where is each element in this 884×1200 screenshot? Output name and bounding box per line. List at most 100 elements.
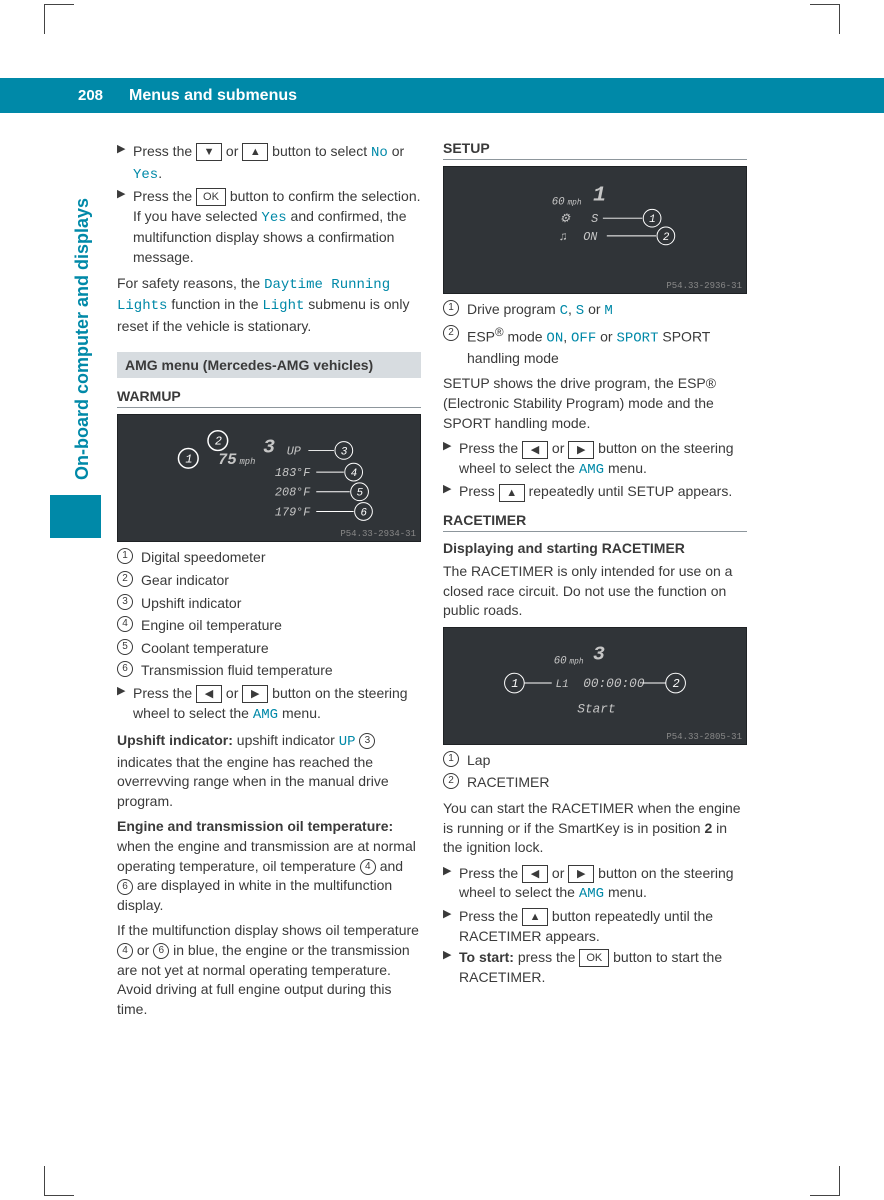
svg-text:2: 2 bbox=[663, 232, 670, 244]
paragraph: You can start the RACETIMER when the eng… bbox=[443, 799, 747, 858]
text: button to select bbox=[272, 143, 371, 159]
paragraph: If the multifunction display shows oil t… bbox=[117, 921, 421, 1019]
step-item: ▶ Press the ◀ or ▶ button on the steerin… bbox=[443, 439, 747, 480]
text: or bbox=[552, 865, 568, 881]
right-button-icon: ▶ bbox=[242, 685, 268, 703]
svg-text:2: 2 bbox=[673, 677, 680, 691]
image-reference: P54.33-2934-31 bbox=[340, 529, 416, 539]
text: Press the bbox=[133, 143, 196, 159]
step-item: ▶ Press the ◀ or ▶ button on the steerin… bbox=[443, 864, 747, 905]
svg-text:⚙: ⚙ bbox=[560, 212, 571, 226]
text: Transmission fluid temperature bbox=[141, 661, 333, 681]
text: Press the bbox=[133, 685, 196, 701]
text: Engine oil temperature bbox=[141, 616, 282, 636]
crop-mark bbox=[810, 4, 840, 34]
svg-text:6: 6 bbox=[361, 508, 368, 520]
mono-text: AMG bbox=[253, 707, 278, 723]
text: are displayed in white in the multifunct… bbox=[117, 877, 392, 913]
text: or bbox=[588, 301, 604, 317]
text: menu. bbox=[608, 884, 647, 900]
svg-text:00:00:00: 00:00:00 bbox=[583, 676, 645, 691]
mono-text: AMG bbox=[579, 462, 604, 478]
legend-item: 6Transmission fluid temperature bbox=[117, 661, 421, 681]
svg-text:1: 1 bbox=[511, 677, 518, 691]
page-title: Menus and submenus bbox=[115, 78, 834, 113]
text: repeatedly until SETUP appears. bbox=[529, 483, 733, 499]
svg-text:75: 75 bbox=[218, 452, 237, 470]
svg-text:4: 4 bbox=[351, 468, 358, 480]
text: or bbox=[552, 440, 568, 456]
svg-text:mph: mph bbox=[239, 458, 255, 468]
step-item: ▶ Press the OK button to confirm the sel… bbox=[117, 187, 421, 267]
text: Press bbox=[459, 483, 499, 499]
paragraph: For safety reasons, the Daytime Running … bbox=[117, 274, 421, 337]
text: Press the bbox=[459, 440, 522, 456]
legend-item: 1Digital speedometer bbox=[117, 548, 421, 568]
text: . bbox=[158, 165, 162, 181]
paragraph: Upshift indicator: upshift indicator UP … bbox=[117, 731, 421, 811]
svg-text:179°F: 179°F bbox=[275, 506, 311, 520]
step-item: ▶ Press the ▲ button repeatedly until th… bbox=[443, 907, 747, 946]
legend-item: 1Lap bbox=[443, 751, 747, 771]
svg-text:5: 5 bbox=[357, 488, 364, 500]
svg-text:3: 3 bbox=[263, 437, 275, 459]
svg-text:3: 3 bbox=[593, 643, 605, 665]
text: or bbox=[600, 328, 616, 344]
up-button-icon: ▲ bbox=[242, 143, 268, 161]
text: ESP bbox=[467, 328, 495, 344]
text: indicates that the engine has reached th… bbox=[117, 754, 389, 809]
text: or bbox=[392, 143, 404, 159]
step-item: ▶ Press ▲ repeatedly until SETUP appears… bbox=[443, 482, 747, 502]
mono-text: C bbox=[560, 303, 568, 319]
mono-text: Light bbox=[262, 298, 304, 314]
circled-number-icon: 6 bbox=[117, 879, 133, 895]
svg-text:UP: UP bbox=[287, 445, 301, 459]
svg-text:♫: ♫ bbox=[560, 230, 567, 244]
subheading: SETUP bbox=[443, 140, 747, 160]
image-reference: P54.33-2805-31 bbox=[666, 732, 742, 742]
mono-text: UP bbox=[339, 734, 356, 750]
text: upshift indicator bbox=[237, 732, 339, 748]
mono-text: AMG bbox=[579, 886, 604, 902]
bold-text: 2 bbox=[704, 820, 712, 836]
display-illustration-warmup: 1 2 75 mph 3 UP 3 183°F 4 208°F 5 179°F … bbox=[117, 414, 421, 542]
subheading: WARMUP bbox=[117, 388, 421, 408]
text: RACETIMER bbox=[467, 773, 549, 793]
svg-text:60: 60 bbox=[552, 196, 565, 208]
text: menu. bbox=[282, 705, 321, 721]
content-columns: ▶ Press the ▼ or ▲ button to select No o… bbox=[117, 140, 747, 1025]
bold-text: Upshift indicator: bbox=[117, 732, 237, 748]
text: menu. bbox=[608, 460, 647, 476]
svg-text:Start: Start bbox=[577, 701, 615, 716]
side-tab: On-board computer and displays bbox=[72, 198, 93, 480]
circled-number-icon: 6 bbox=[153, 943, 169, 959]
mono-text: Yes bbox=[261, 210, 286, 226]
right-button-icon: ▶ bbox=[568, 441, 594, 459]
mono-text: No bbox=[371, 145, 388, 161]
text: , bbox=[563, 328, 571, 344]
text: Coolant temperature bbox=[141, 639, 269, 659]
image-reference: P54.33-2936-31 bbox=[666, 281, 742, 291]
text: Press the bbox=[459, 865, 522, 881]
paragraph: SETUP shows the drive program, the ESP® … bbox=[443, 374, 747, 433]
legend-item: 2Gear indicator bbox=[117, 571, 421, 591]
text: Gear indicator bbox=[141, 571, 229, 591]
text: Press the bbox=[459, 908, 522, 924]
text: , bbox=[568, 301, 576, 317]
svg-text:183°F: 183°F bbox=[275, 466, 311, 480]
paragraph: The RACETIMER is only intended for use o… bbox=[443, 562, 747, 621]
svg-text:1: 1 bbox=[649, 214, 656, 226]
text: button to confirm the selection. bbox=[230, 188, 421, 204]
text: Lap bbox=[467, 751, 490, 771]
crop-mark bbox=[44, 1166, 74, 1196]
bold-text: To start: bbox=[459, 949, 518, 965]
step-item: ▶ To start: press the OK button to start… bbox=[443, 948, 747, 987]
step-item: ▶ Press the ▼ or ▲ button to select No o… bbox=[117, 142, 421, 185]
legend-item: 2 ESP® mode ON, OFF or SPORT SPORT handl… bbox=[443, 325, 747, 369]
text: mode bbox=[508, 328, 547, 344]
text: Press the bbox=[133, 188, 196, 204]
svg-text:L1: L1 bbox=[556, 679, 569, 691]
crop-mark bbox=[810, 1166, 840, 1196]
text: Drive program bbox=[467, 301, 560, 317]
left-button-icon: ◀ bbox=[522, 865, 548, 883]
